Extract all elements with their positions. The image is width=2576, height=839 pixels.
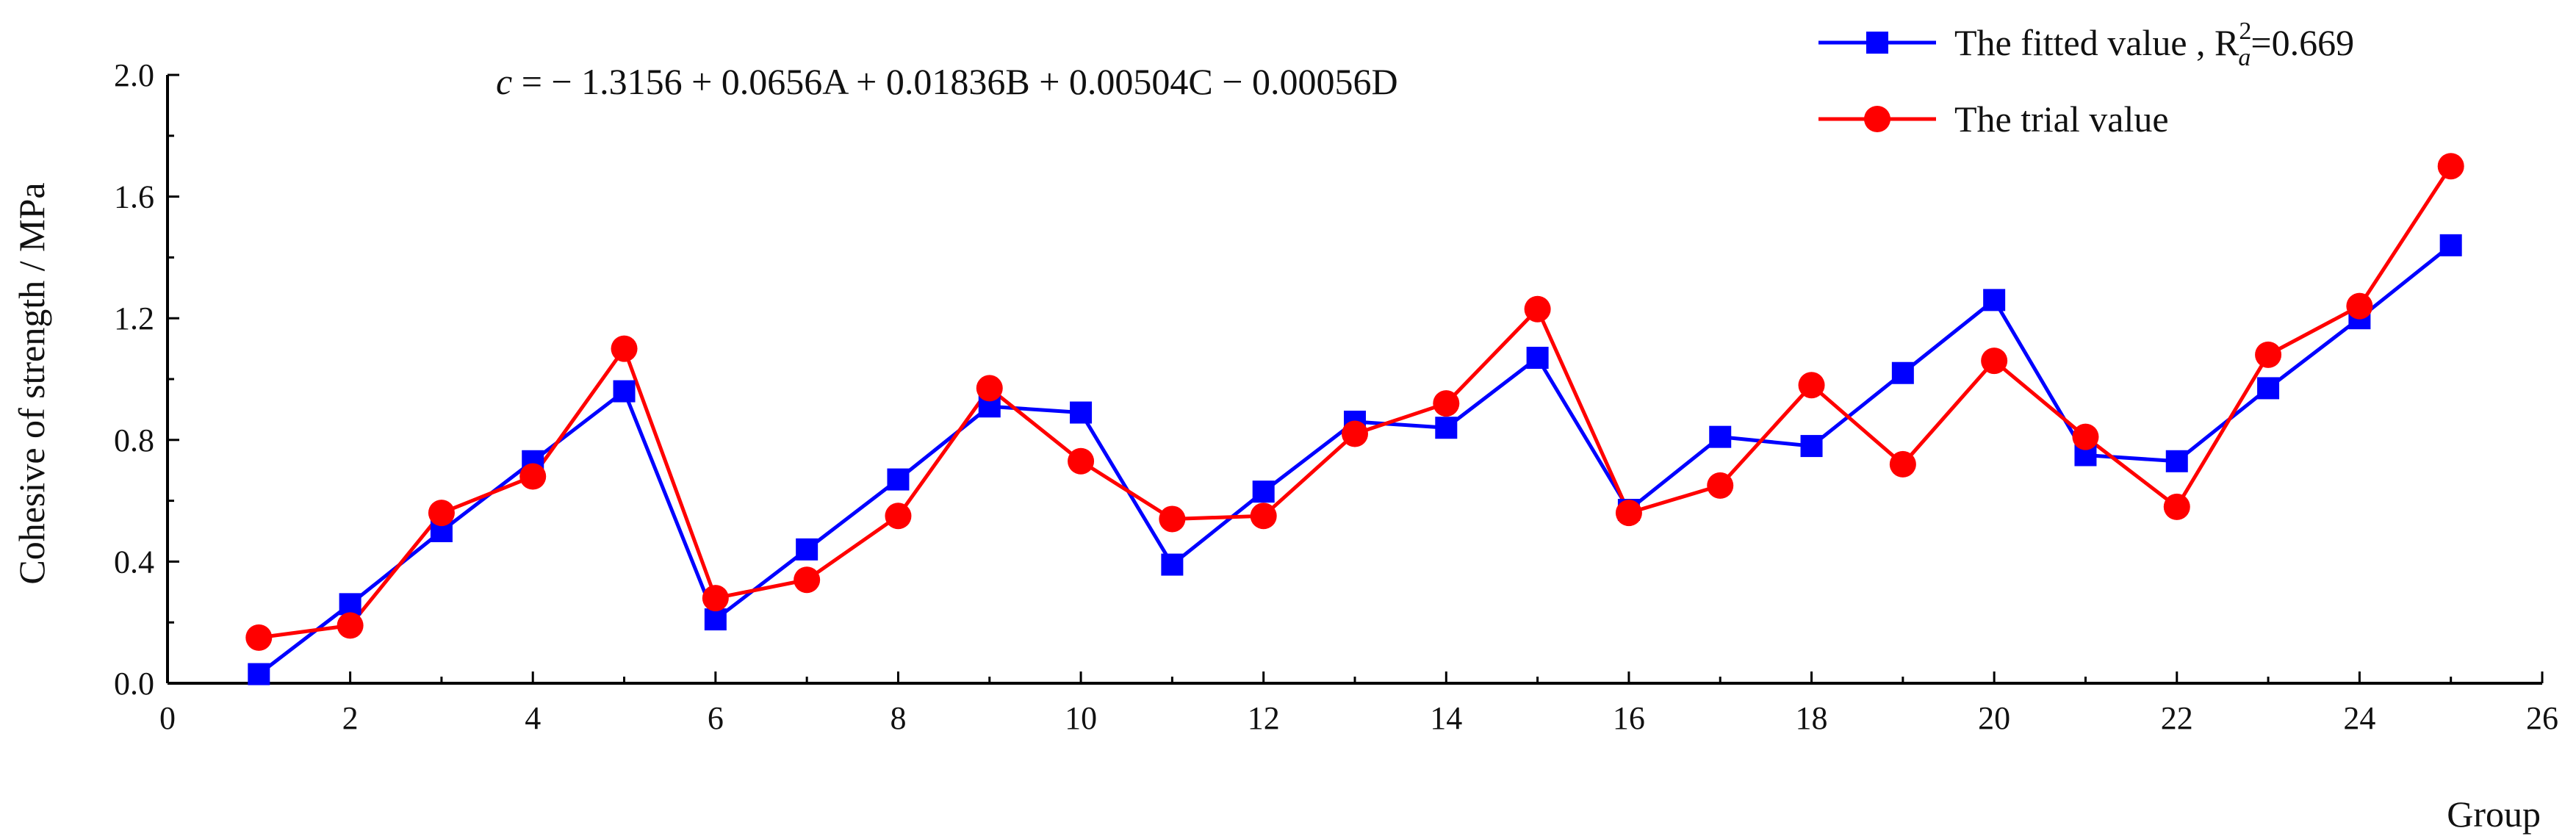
legend-item-trial: The trial value [1818, 98, 2169, 140]
x-tick-label: 24 [2343, 700, 2375, 736]
data-point-fitted [613, 380, 636, 403]
data-point-trial [1068, 447, 1095, 475]
data-point-trial [2346, 292, 2373, 320]
data-point-fitted [2165, 450, 2188, 472]
legend-label-fitted: The fitted value , R2 a=0.669 [1954, 18, 2354, 71]
legend-marker-trial [1864, 106, 1890, 132]
legend-marker-fitted [1866, 32, 1888, 54]
axes [166, 75, 2542, 685]
data-point-fitted [1709, 425, 1732, 448]
data-point-fitted [248, 663, 270, 685]
legend-item-fitted: The fitted value , R2 a=0.669 [1818, 18, 2354, 71]
y-ticks: 0.0 0.4 0.8 1.2 1.6 2.0 [114, 57, 179, 702]
data-point-fitted [1070, 401, 1093, 424]
series-line-trial [258, 165, 2453, 640]
regression-equation: c = − 1.3156 + 0.0656A + 0.01836B + 0.00… [496, 61, 1398, 102]
y-tick-label: 1.6 [114, 179, 154, 215]
data-point-trial [428, 500, 455, 527]
x-tick-label: 8 [890, 700, 906, 736]
data-point-trial [1889, 450, 1916, 478]
data-point-fitted [1435, 417, 1458, 439]
data-point-trial [611, 335, 638, 362]
data-point-trial [2072, 423, 2099, 450]
y-tick-label: 0.8 [114, 422, 154, 458]
data-point-fitted [1891, 361, 1914, 384]
data-point-trial [794, 566, 821, 594]
y-tick-label: 1.2 [114, 300, 154, 336]
data-point-trial [245, 624, 273, 651]
data-point-trial [885, 503, 912, 530]
x-tick-label: 26 [2526, 700, 2558, 736]
data-point-trial [976, 375, 1003, 402]
data-point-trial [1615, 500, 1642, 527]
data-point-trial [1159, 505, 1186, 533]
data-point-trial [1798, 372, 1825, 399]
data-point-trial [1981, 348, 2008, 375]
x-tick-label: 2 [342, 700, 359, 736]
data-point-trial [2437, 153, 2464, 180]
data-point-fitted [1526, 347, 1549, 370]
data-point-fitted [1252, 480, 1275, 503]
x-tick-label: 14 [1430, 700, 1462, 736]
x-tick-label: 20 [1978, 700, 2010, 736]
data-point-trial [1250, 503, 1277, 530]
data-point-trial [1524, 295, 1551, 323]
data-point-trial [2163, 493, 2190, 520]
y-tick-label: 2.0 [114, 57, 154, 93]
series-line-fitted [257, 243, 2453, 676]
data-point-fitted [887, 468, 910, 491]
x-tick-label: 6 [708, 700, 724, 736]
data-point-fitted [1983, 289, 2006, 312]
x-tick-label: 10 [1065, 700, 1097, 736]
data-point-trial [2255, 341, 2282, 368]
data-point-trial [1342, 420, 1368, 447]
x-tick-label: 16 [1613, 700, 1645, 736]
x-tick-label: 18 [1796, 700, 1828, 736]
series-markers [245, 153, 2464, 685]
x-tick-label: 22 [2161, 700, 2193, 736]
legend-label-trial: The trial value [1954, 98, 2169, 140]
data-point-fitted [339, 593, 361, 616]
data-point-trial [1433, 390, 1460, 417]
x-tick-label: 12 [1248, 700, 1280, 736]
data-point-trial [519, 463, 547, 490]
data-point-fitted [2257, 377, 2280, 400]
x-tick-label: 0 [159, 700, 176, 736]
data-point-fitted [1800, 435, 1823, 458]
equation-body: = − 1.3156 + 0.0656A + 0.01836B + 0.0050… [512, 61, 1397, 102]
x-axis-title: Group [2447, 793, 2541, 835]
data-point-fitted [704, 608, 727, 631]
data-point-fitted [2439, 234, 2462, 256]
data-point-fitted [796, 538, 819, 561]
data-point-trial [702, 585, 729, 612]
data-point-trial [1707, 472, 1734, 499]
data-point-trial [337, 612, 364, 639]
legend: The fitted value , R2 a=0.669 The trial v… [1818, 18, 2354, 140]
y-axis-title: Cohesive of strength / MPa [11, 182, 52, 584]
y-tick-label: 0.4 [114, 544, 154, 580]
equation-variable: c [496, 61, 512, 102]
x-ticks: 0 2 4 6 8 10 12 14 16 18 20 22 24 26 [159, 671, 2558, 736]
y-tick-label: 0.0 [114, 666, 154, 702]
x-tick-label: 4 [525, 700, 541, 736]
data-point-fitted [1161, 553, 1184, 576]
